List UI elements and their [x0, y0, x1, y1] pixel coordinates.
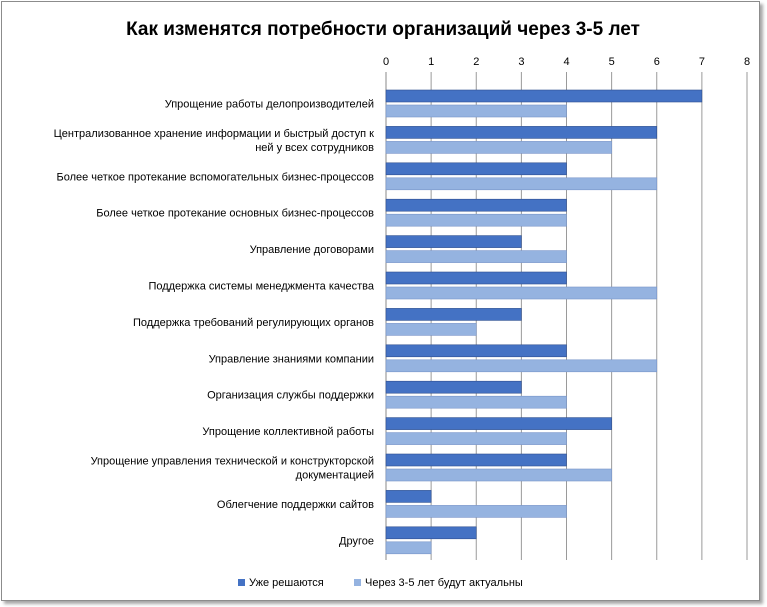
category-label: Управление знаниями компании	[209, 353, 374, 365]
x-tick-label: 2	[473, 56, 479, 68]
bar-series-1	[385, 198, 567, 212]
bar-series-2	[385, 213, 567, 227]
category-label: Другое	[339, 535, 374, 547]
bar-series-1	[385, 271, 567, 285]
x-tick-label: 6	[654, 56, 660, 68]
bar-series-1	[385, 380, 522, 394]
chart-title: Как изменятся потребности организаций че…	[126, 19, 640, 40]
legend: Уже решаются Через 3-5 лет будут актуальн…	[238, 577, 523, 589]
category-label: Упрощение работы делопроизводителей	[165, 99, 374, 111]
x-tick-label: 1	[428, 56, 434, 68]
bar-series-2	[385, 250, 567, 263]
bar-series-2	[385, 505, 567, 518]
legend-label: Через 3-5 лет будут актуальны	[365, 577, 523, 589]
bar-series-2	[385, 141, 612, 154]
bar-series-1	[385, 453, 567, 467]
bar-series-1	[385, 126, 658, 139]
bar-series-1	[385, 89, 703, 103]
category-label: Упрощение коллективной работы	[202, 426, 374, 438]
category-label: ней у всех сотрудников	[255, 142, 374, 154]
category-label: Поддержка системы менеджмента качества	[148, 281, 374, 293]
category-label: Более четкое протекание вспомогательных …	[57, 171, 375, 183]
bar-series-2	[385, 323, 477, 336]
bar-series-2	[385, 286, 658, 300]
bar-series-2	[385, 468, 612, 482]
bar-series-1	[385, 526, 477, 540]
category-label: Поддержка требований регулирующих органо…	[133, 317, 374, 329]
bar-series-2	[385, 432, 567, 445]
bar-series-1	[385, 162, 567, 176]
category-label: Управление договорами	[250, 244, 374, 256]
category-label: Организация службы поддержки	[207, 390, 374, 402]
x-tick-label: 4	[563, 56, 569, 68]
bars	[385, 89, 703, 555]
bar-series-2	[385, 104, 567, 118]
bar-series-2	[385, 177, 658, 191]
bar-series-1	[385, 417, 612, 430]
legend-label: Уже решаются	[249, 577, 324, 589]
x-tick-label: 3	[518, 56, 524, 68]
bar-series-2	[385, 359, 658, 373]
x-tick-label: 8	[744, 56, 750, 68]
x-tick-label: 5	[609, 56, 615, 68]
category-label: документацией	[296, 470, 374, 482]
bar-series-1	[385, 490, 432, 503]
category-label: Более четкое протекание основных бизнес-…	[96, 208, 374, 220]
x-axis-ticks: 0 1 2 3 4 5 6 7 8	[383, 56, 750, 68]
bar-series-1	[385, 344, 567, 358]
x-tick-label: 7	[699, 56, 705, 68]
bar-series-1	[385, 235, 522, 248]
legend-swatch	[354, 579, 361, 586]
bar-series-1	[385, 308, 522, 321]
category-label: Упрощение управления технической и конст…	[91, 456, 374, 468]
x-tick-label: 0	[383, 56, 389, 68]
category-label: Облегчение поддержки сайтов	[217, 499, 374, 511]
category-labels: Упрощение работы делопроизводителей Центр…	[54, 99, 375, 548]
category-label: Централизованное хранение информации и б…	[54, 128, 375, 140]
bar-series-2	[385, 541, 432, 555]
bar-series-2	[385, 395, 567, 409]
legend-swatch	[238, 579, 245, 586]
